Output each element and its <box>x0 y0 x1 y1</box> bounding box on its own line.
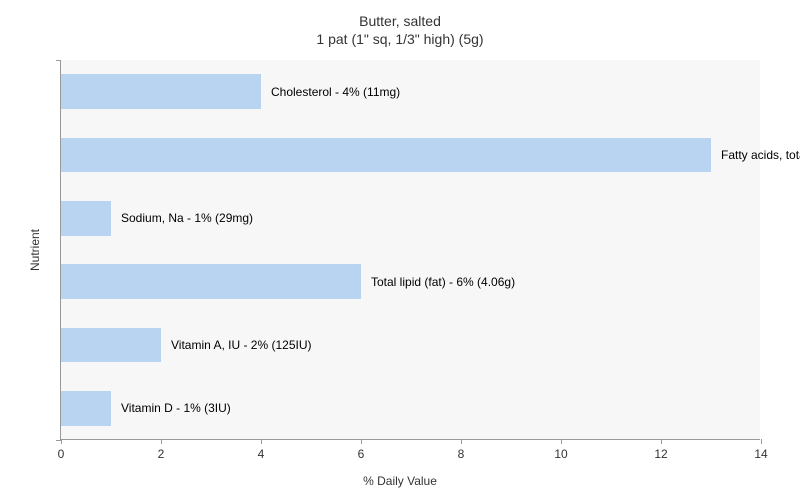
x-tick-label: 6 <box>358 447 365 461</box>
x-tick-label: 0 <box>58 447 65 461</box>
title-line-1: Butter, salted <box>0 12 800 30</box>
x-tick <box>61 439 62 444</box>
x-tick-label: 4 <box>258 447 265 461</box>
x-tick <box>661 439 662 444</box>
x-tick <box>461 439 462 444</box>
bar-label: Total lipid (fat) - 6% (4.06g) <box>371 275 515 289</box>
x-tick <box>561 439 562 444</box>
x-tick-label: 2 <box>158 447 165 461</box>
bar-label: Cholesterol - 4% (11mg) <box>271 85 400 99</box>
x-tick <box>761 439 762 444</box>
bar <box>61 74 261 109</box>
bar <box>61 201 111 236</box>
x-tick-label: 8 <box>458 447 465 461</box>
bar <box>61 264 361 299</box>
x-tick-label: 12 <box>654 447 667 461</box>
x-axis-title: % Daily Value <box>363 474 437 488</box>
x-tick <box>161 439 162 444</box>
y-tick <box>56 60 61 61</box>
x-tick <box>361 439 362 444</box>
bar <box>61 138 711 173</box>
bar <box>61 328 161 363</box>
title-line-2: 1 pat (1" sq, 1/3" high) (5g) <box>0 30 800 48</box>
bar-label: Vitamin A, IU - 2% (125IU) <box>171 338 312 352</box>
chart-title: Butter, salted 1 pat (1" sq, 1/3" high) … <box>0 12 800 48</box>
plot-area: 02468101214Cholesterol - 4% (11mg)Fatty … <box>60 60 760 440</box>
bar-label: Sodium, Na - 1% (29mg) <box>121 211 253 225</box>
x-tick-label: 10 <box>554 447 567 461</box>
x-tick-label: 14 <box>754 447 767 461</box>
y-axis-title: Nutrient <box>28 229 42 271</box>
bar-label: Vitamin D - 1% (3IU) <box>121 401 231 415</box>
x-tick <box>261 439 262 444</box>
bar <box>61 391 111 426</box>
y-tick <box>56 440 61 441</box>
nutrient-chart: Butter, salted 1 pat (1" sq, 1/3" high) … <box>0 0 800 500</box>
bar-label: Fatty acids, total saturated - 13% (2.56… <box>721 148 800 162</box>
